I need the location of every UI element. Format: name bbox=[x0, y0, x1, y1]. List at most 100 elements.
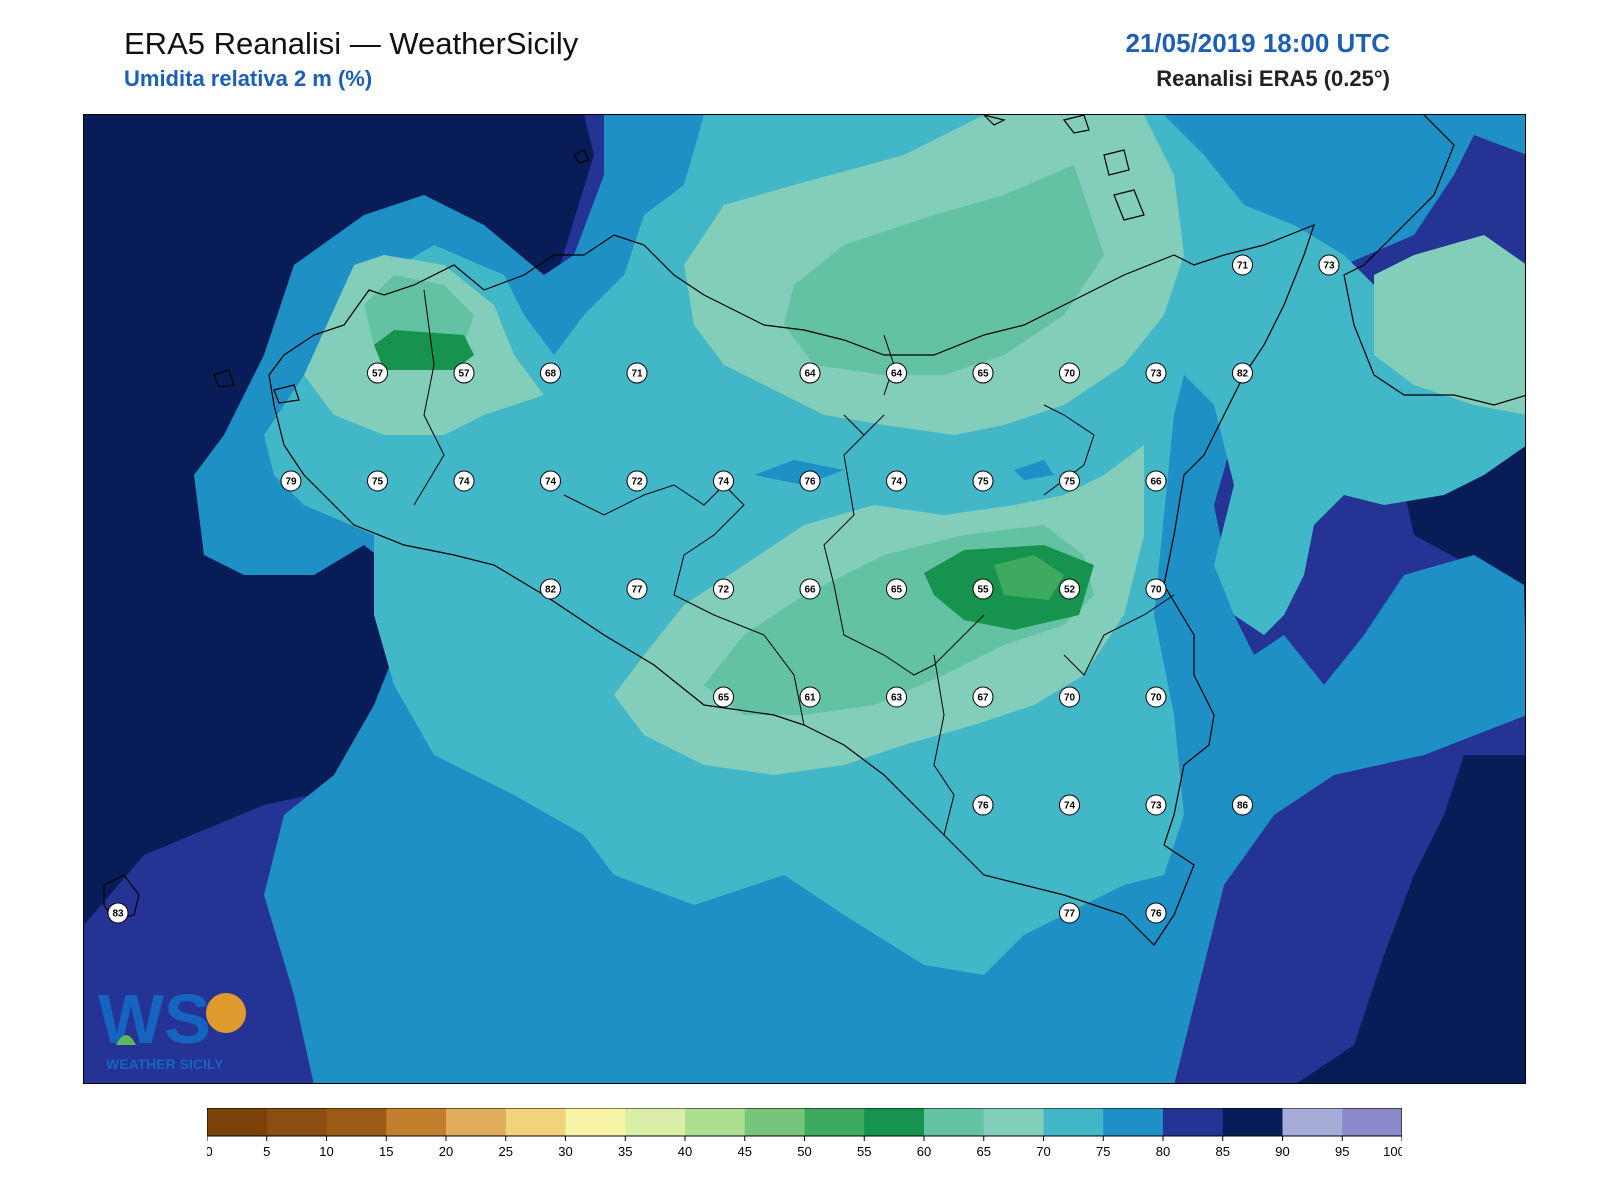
calabria-coast bbox=[1343, 115, 1525, 406]
colorbar-swatches bbox=[207, 1108, 1402, 1136]
station-marker bbox=[713, 686, 734, 708]
station-value: 74 bbox=[1064, 801, 1076, 812]
station-value: 73 bbox=[1323, 261, 1335, 272]
station-value: 86 bbox=[1237, 801, 1249, 812]
colorbar-swatch bbox=[1043, 1108, 1104, 1136]
station-marker bbox=[1145, 686, 1167, 708]
colorbar-tick-label: 25 bbox=[499, 1144, 513, 1159]
station-value: 66 bbox=[1150, 477, 1162, 488]
humidity-map: 71 73 57 57 68 71 64 64 65 70 73 82 79 75 74 74 72 74 76 74… bbox=[83, 114, 1526, 1084]
map-title: ERA5 Reanalisi — WeatherSicily bbox=[124, 26, 579, 61]
colorbar-tick-label: 75 bbox=[1096, 1144, 1110, 1159]
valid-datetime: 21/05/2019 18:00 UTC bbox=[1125, 28, 1390, 58]
station-value: 72 bbox=[718, 585, 730, 596]
station-marker bbox=[1232, 254, 1253, 276]
station-value: 66 bbox=[804, 585, 816, 596]
station-marker bbox=[626, 470, 648, 492]
station-value: 71 bbox=[1237, 261, 1249, 272]
station-marker bbox=[1059, 578, 1080, 600]
station-marker bbox=[713, 578, 734, 600]
station-marker bbox=[367, 362, 388, 384]
station-marker bbox=[453, 362, 475, 384]
station-marker bbox=[1145, 902, 1167, 924]
colorbar-swatch bbox=[924, 1108, 985, 1136]
colorbar: 0 5 10 15 20 25 30 35 40 45 50 55 60 65 70 75 80 85 90 95 10… bbox=[207, 1108, 1402, 1159]
colorbar-tick-label: 55 bbox=[857, 1144, 871, 1159]
station-value: 70 bbox=[1064, 693, 1076, 704]
colorbar-swatch bbox=[565, 1108, 626, 1136]
map-subtitle: Umidita relativa 2 m (%) bbox=[124, 66, 373, 91]
station-marker bbox=[453, 470, 475, 492]
station-marker bbox=[626, 578, 648, 600]
station-value: 64 bbox=[891, 369, 903, 380]
colorbar-swatch bbox=[1163, 1108, 1224, 1136]
station-markers: 71 73 57 57 68 71 64 64 65 70 73 82 79 75 74 74 72 74 76 74… bbox=[107, 254, 1340, 924]
station-marker bbox=[799, 686, 821, 708]
station-marker bbox=[886, 362, 907, 384]
station-marker bbox=[972, 578, 994, 600]
station-value: 75 bbox=[372, 477, 384, 488]
station-value: 57 bbox=[458, 369, 470, 380]
station-value: 75 bbox=[977, 477, 989, 488]
station-marker bbox=[1145, 794, 1167, 816]
colorbar-swatch bbox=[1222, 1108, 1283, 1136]
station-value: 64 bbox=[804, 369, 816, 380]
pantelleria-island bbox=[103, 874, 140, 921]
colorbar-swatch bbox=[1342, 1108, 1402, 1136]
station-marker bbox=[1059, 686, 1080, 708]
station-marker bbox=[972, 470, 994, 492]
colorbar-swatch bbox=[326, 1108, 387, 1136]
colorbar-swatch bbox=[207, 1108, 268, 1136]
station-marker bbox=[1059, 362, 1080, 384]
colorbar-swatch bbox=[685, 1108, 746, 1136]
station-value: 65 bbox=[977, 369, 989, 380]
logo-leaf-icon bbox=[116, 1035, 136, 1045]
station-marker bbox=[107, 902, 129, 924]
colorbar-tick-label: 50 bbox=[797, 1144, 811, 1159]
weathersicily-logo: WS WEATHER SICILY bbox=[98, 985, 246, 1072]
station-value: 73 bbox=[1150, 369, 1162, 380]
colorbar-tick-label: 85 bbox=[1216, 1144, 1230, 1159]
colorbar-tick-label: 45 bbox=[738, 1144, 752, 1159]
data-source: Reanalisi ERA5 (0.25°) bbox=[1156, 66, 1390, 91]
colorbar-tick-label: 100 bbox=[1383, 1144, 1402, 1159]
logo-caption: WEATHER SICILY bbox=[106, 1056, 224, 1072]
station-value: 82 bbox=[545, 585, 557, 596]
station-value: 70 bbox=[1150, 585, 1162, 596]
colorbar-tick-label: 95 bbox=[1335, 1144, 1349, 1159]
station-marker bbox=[280, 470, 302, 492]
colorbar-tick-label: 90 bbox=[1275, 1144, 1289, 1159]
station-value: 73 bbox=[1150, 801, 1162, 812]
station-value: 79 bbox=[285, 477, 297, 488]
station-value: 74 bbox=[458, 477, 470, 488]
station-value: 74 bbox=[718, 477, 730, 488]
station-marker bbox=[886, 578, 907, 600]
colorbar-tick-label: 10 bbox=[319, 1144, 333, 1159]
map-canvas: 71 73 57 57 68 71 64 64 65 70 73 82 79 75 74 74 72 74 76 74… bbox=[84, 115, 1525, 1083]
colorbar-tick-label: 65 bbox=[977, 1144, 991, 1159]
station-value: 82 bbox=[1237, 369, 1249, 380]
station-value: 52 bbox=[1064, 585, 1076, 596]
station-marker bbox=[972, 686, 994, 708]
station-value: 68 bbox=[545, 369, 557, 380]
station-value: 74 bbox=[891, 477, 903, 488]
aeolian-islands bbox=[983, 115, 1145, 221]
station-value: 76 bbox=[977, 801, 989, 812]
station-marker bbox=[540, 578, 561, 600]
station-marker bbox=[367, 470, 388, 492]
station-marker bbox=[799, 470, 821, 492]
station-marker bbox=[972, 794, 994, 816]
station-marker bbox=[1232, 794, 1253, 816]
colorbar-tick-label: 20 bbox=[439, 1144, 453, 1159]
station-marker bbox=[540, 470, 561, 492]
station-value: 70 bbox=[1064, 369, 1076, 380]
logo-letters: WS bbox=[98, 985, 211, 1058]
station-marker bbox=[972, 362, 994, 384]
contour-65 bbox=[364, 165, 1104, 715]
station-value: 65 bbox=[891, 585, 903, 596]
colorbar-swatch bbox=[446, 1108, 507, 1136]
station-marker bbox=[799, 362, 821, 384]
station-value: 57 bbox=[372, 369, 384, 380]
colorbar-ticks: 0 5 10 15 20 25 30 35 40 45 50 55 60 65 70 75 80 85 90 95 10… bbox=[207, 1136, 1402, 1159]
sicily-coast bbox=[268, 223, 1315, 946]
